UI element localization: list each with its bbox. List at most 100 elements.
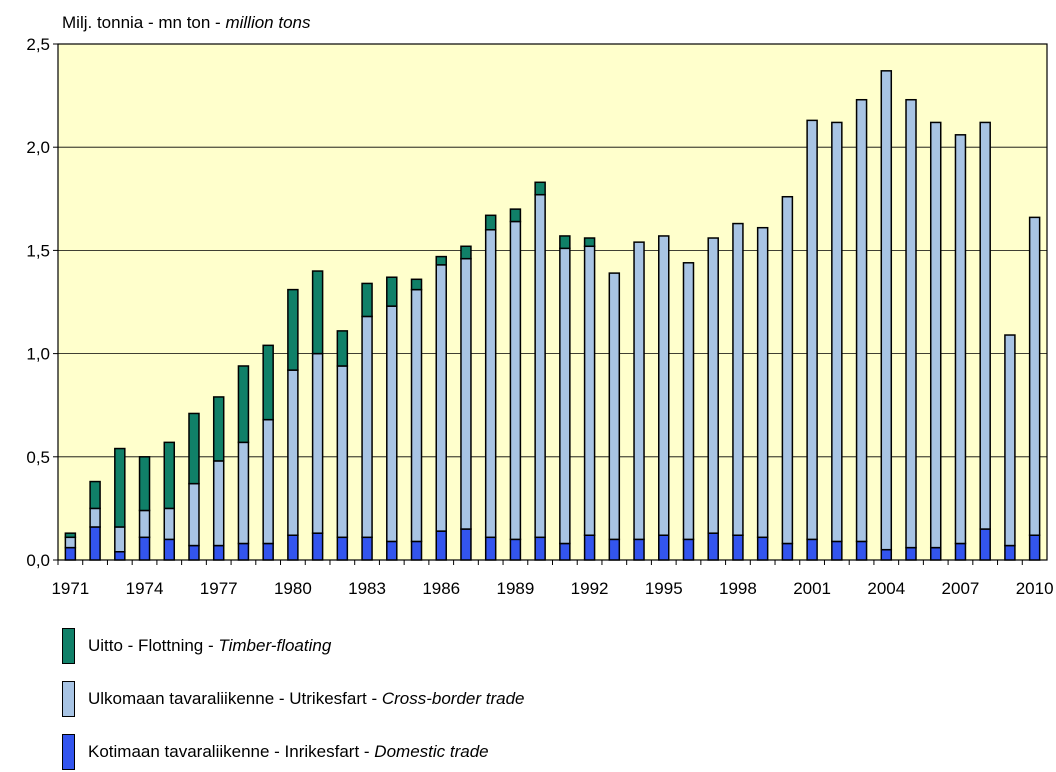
bar-2006-s1 bbox=[929, 121, 942, 549]
bar-1985-s0 bbox=[410, 540, 423, 561]
bar-2009-s1 bbox=[1004, 334, 1016, 547]
bar-1978-s1 bbox=[237, 441, 250, 545]
bar-1989-s2 bbox=[509, 208, 522, 223]
legend-label-cross-border-trade: Ulkomaan tavaraliikenne - Utrikesfart - … bbox=[88, 689, 525, 708]
bar-1989-s0 bbox=[509, 538, 522, 561]
x-tick-label: 1989 bbox=[496, 579, 534, 598]
bar-1987-s2 bbox=[460, 245, 472, 260]
legend-swatch-cross-border-trade bbox=[62, 681, 75, 717]
bar-1997-s1 bbox=[707, 237, 719, 534]
bar-1987-s0 bbox=[460, 528, 472, 561]
bar-1977-s0 bbox=[212, 544, 225, 561]
x-tick-label: 2010 bbox=[1016, 579, 1054, 598]
bar-1979-s2 bbox=[262, 344, 274, 421]
bar-1990-s1 bbox=[534, 193, 546, 539]
x-tick-label: 1983 bbox=[348, 579, 386, 598]
x-tick-label: 2007 bbox=[942, 579, 980, 598]
bar-1983-s1 bbox=[361, 315, 373, 539]
bar-2010-s0 bbox=[1028, 534, 1041, 561]
bar-1995-s1 bbox=[658, 235, 670, 536]
bar-1988-s2 bbox=[484, 214, 497, 231]
x-tick-label: 1977 bbox=[200, 579, 238, 598]
bar-1972-s1 bbox=[89, 507, 101, 528]
bar-2009-s0 bbox=[1004, 544, 1016, 561]
bar-1973-s0 bbox=[114, 550, 126, 561]
y-tick-label: 2,0 bbox=[26, 138, 50, 157]
x-tick-label: 1995 bbox=[645, 579, 683, 598]
bar-1976-s2 bbox=[188, 412, 200, 485]
bar-1996-s0 bbox=[682, 538, 695, 561]
bar-1974-s1 bbox=[138, 509, 151, 539]
bar-1977-s1 bbox=[212, 460, 225, 547]
bar-1979-s1 bbox=[262, 418, 274, 545]
bar-2002-s0 bbox=[831, 540, 843, 561]
bar-2003-s0 bbox=[855, 540, 868, 561]
legend-swatch-timber-floating bbox=[62, 628, 75, 664]
bar-2008-s0 bbox=[979, 528, 991, 561]
bar-1995-s0 bbox=[658, 534, 670, 561]
bar-1984-s1 bbox=[386, 305, 398, 543]
bar-1988-s0 bbox=[484, 536, 497, 561]
x-tick-label: 1992 bbox=[571, 579, 609, 598]
bar-1984-s0 bbox=[386, 540, 398, 561]
bar-1978-s2 bbox=[237, 365, 250, 444]
bar-1971-s0 bbox=[64, 546, 77, 561]
bar-1982-s0 bbox=[336, 536, 349, 561]
x-tick-label: 2004 bbox=[867, 579, 905, 598]
chart-svg: Milj. tonnia - mn ton - million tons 0,0 0… bbox=[26, 13, 1054, 598]
legend-label-domestic-trade: Kotimaan tavaraliikenne - Inrikesfart - … bbox=[88, 742, 489, 761]
plot-area bbox=[58, 44, 1047, 560]
bar-1985-s2 bbox=[410, 278, 423, 291]
bar-2000-s1 bbox=[781, 195, 794, 545]
bar-1981-s2 bbox=[311, 270, 324, 355]
bar-2007-s1 bbox=[954, 134, 967, 545]
bar-2006-s0 bbox=[929, 546, 942, 561]
bar-1992-s2 bbox=[583, 237, 596, 248]
bar-1982-s2 bbox=[336, 330, 349, 367]
y-tick-label: 0,0 bbox=[26, 551, 50, 570]
bar-1977-s2 bbox=[212, 396, 225, 462]
bar-1996-s1 bbox=[682, 262, 695, 541]
bar-1971-s1 bbox=[64, 536, 77, 549]
bar-1991-s1 bbox=[559, 247, 571, 545]
unit-title: Milj. tonnia - mn ton - million tons bbox=[62, 13, 311, 32]
bar-1975-s0 bbox=[163, 538, 176, 561]
bar-1973-s1 bbox=[114, 526, 126, 553]
bar-1981-s1 bbox=[311, 352, 324, 534]
bar-1994-s1 bbox=[633, 241, 645, 541]
bar-1975-s2 bbox=[163, 441, 176, 510]
bar-2007-s0 bbox=[954, 542, 967, 561]
x-tick-label: 1986 bbox=[422, 579, 460, 598]
bar-2003-s1 bbox=[855, 98, 868, 543]
bar-1972-s2 bbox=[89, 480, 101, 510]
legend-item-timber-floating: Uitto - Flottning - Timber-floating bbox=[62, 628, 962, 666]
bar-1983-s0 bbox=[361, 536, 373, 561]
legend-item-domestic-trade: Kotimaan tavaraliikenne - Inrikesfart - … bbox=[62, 734, 962, 772]
bar-2004-s1 bbox=[880, 70, 893, 551]
bar-1986-s2 bbox=[435, 255, 447, 266]
bar-1986-s1 bbox=[435, 264, 447, 532]
bar-2010-s1 bbox=[1028, 216, 1041, 536]
bar-1993-s1 bbox=[608, 272, 621, 541]
bar-2001-s1 bbox=[806, 119, 818, 541]
bar-1980-s0 bbox=[287, 534, 299, 561]
bar-1990-s2 bbox=[534, 181, 546, 196]
bar-2008-s1 bbox=[979, 121, 991, 530]
bar-1994-s0 bbox=[633, 538, 645, 561]
bar-1980-s2 bbox=[287, 288, 299, 371]
bar-1997-s0 bbox=[707, 532, 719, 561]
bar-1974-s0 bbox=[138, 536, 151, 561]
bar-1984-s2 bbox=[386, 276, 398, 307]
bar-1998-s0 bbox=[732, 534, 744, 561]
bar-1988-s1 bbox=[484, 229, 497, 539]
bar-1982-s1 bbox=[336, 365, 349, 539]
y-tick-label: 1,5 bbox=[26, 241, 50, 260]
bar-1986-s0 bbox=[435, 530, 447, 561]
y-tick-label: 2,5 bbox=[26, 35, 50, 54]
bar-1992-s0 bbox=[583, 534, 596, 561]
y-tick-label: 0,5 bbox=[26, 448, 50, 467]
bar-1998-s1 bbox=[732, 222, 744, 536]
legend-item-cross-border-trade: Ulkomaan tavaraliikenne - Utrikesfart - … bbox=[62, 681, 962, 719]
bar-1981-s0 bbox=[311, 532, 324, 561]
x-tick-label: 1998 bbox=[719, 579, 757, 598]
